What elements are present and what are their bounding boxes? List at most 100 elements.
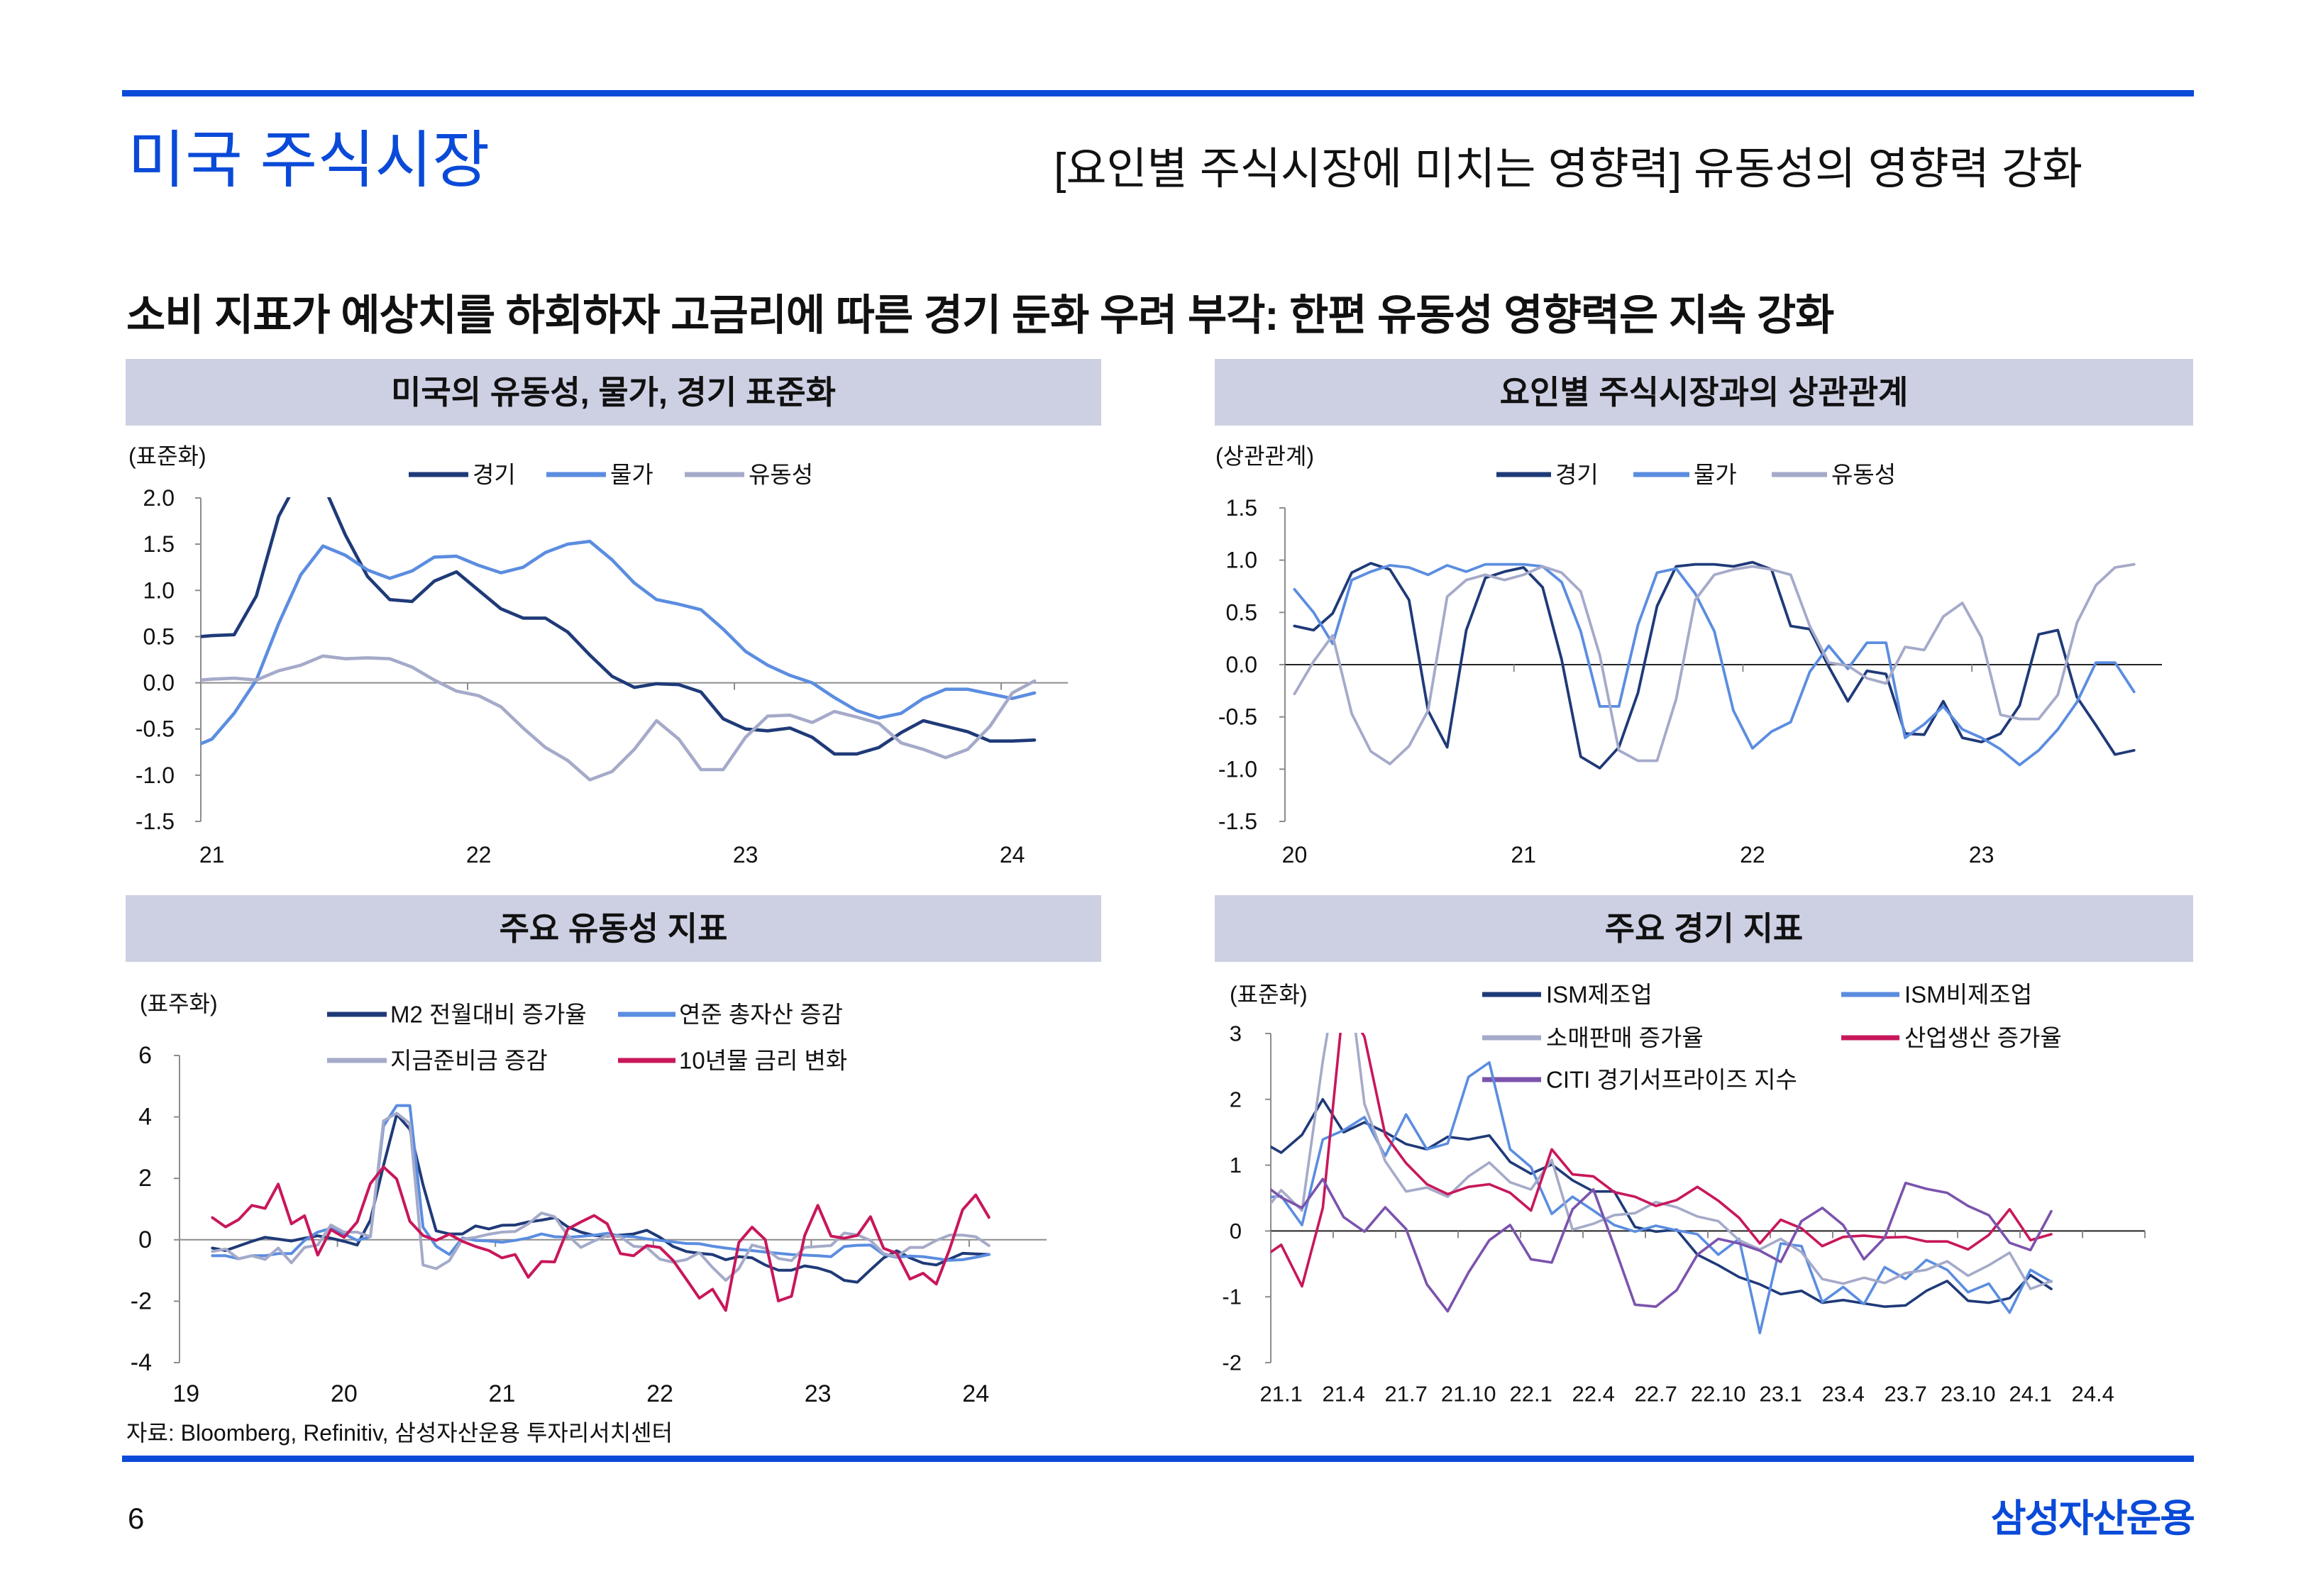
plot-area: 2.0 1.5 1.0 0.5 0.0 -0.5 -1.0 -1.5 21 22 23 24 <box>136 485 1068 868</box>
x-tick-label: 23.1 <box>1759 1382 1802 1407</box>
legend-label: 연준 총자산 증감 <box>679 1002 843 1028</box>
y-tick-label: -2 <box>131 1287 152 1314</box>
x-tick-label: 22 <box>466 842 492 868</box>
chart-4-economic-indicators: (표준화) ISM제조업 ISM비제조업 소매판매 증가율 산업생산 증가율 C… <box>1222 982 2146 1407</box>
x-tick-label: 21 <box>199 842 225 868</box>
legend-label: 소매판매 증가율 <box>1546 1025 1704 1051</box>
top-rule <box>122 90 2194 96</box>
x-tick-label: 23.10 <box>1941 1382 1996 1407</box>
x-tick-label: 21.4 <box>1322 1382 1364 1407</box>
plot-area: 3 2 1 0 -1 -2 21.1 21.4 21.7 21.10 22.1 22.4 22.7 22.… <box>1222 1021 2146 1407</box>
y-tick-label: 3 <box>1230 1021 1242 1046</box>
y-tick-label: -1.5 <box>1218 809 1257 834</box>
series-line-3 <box>1271 1033 2053 1290</box>
series-line-3 <box>201 654 1037 782</box>
legend-label: 산업생산 증가율 <box>1904 1025 2062 1051</box>
series-line-1 <box>1271 1098 2053 1308</box>
y-unit-label: (상관관계) <box>1215 443 1314 469</box>
y-tick-label: -0.5 <box>136 716 175 742</box>
y-tick-label: -2 <box>1222 1351 1242 1375</box>
legend-label: ISM제조업 <box>1546 982 1653 1008</box>
x-tick-label: 19 <box>172 1380 199 1407</box>
chart-1-liquidity-inflation-economy: (표준화) 경기 물가 유동성 2.0 1.5 1.0 0.5 0.0 -0.5 -1.0 -… <box>128 443 1068 868</box>
source-note: 자료: Bloomberg, Refinitiv, 삼성자산운용 투자리서치센터 <box>126 1420 673 1446</box>
series-line-3 <box>1293 563 2136 765</box>
y-tick-label: 4 <box>138 1104 152 1131</box>
series-line-4 <box>211 1165 991 1312</box>
series-group <box>1271 1033 2053 1335</box>
x-tick-label: 23 <box>1969 842 1995 868</box>
y-tick-label: 0.0 <box>143 670 175 696</box>
chart-3-header: 주요 유동성 지표 <box>126 895 1101 962</box>
y-tick-label: 1 <box>1230 1153 1242 1177</box>
y-tick-label: 0 <box>1230 1219 1242 1243</box>
x-tick-label: 23 <box>805 1380 832 1407</box>
page-number: 6 <box>128 1502 145 1535</box>
x-tick-label: 20 <box>331 1380 358 1407</box>
y-tick-label: 0.5 <box>1226 599 1257 625</box>
legend: 경기 물가 유동성 <box>409 462 813 488</box>
legend-label: 유동성 <box>1831 462 1896 488</box>
x-tick-label: 21.7 <box>1384 1382 1427 1407</box>
x-tick-label: 22.10 <box>1691 1382 1746 1407</box>
y-tick-label: 2 <box>138 1165 152 1192</box>
brand-logo: 삼성자산운용 <box>1990 1497 2195 1540</box>
y-tick-label: -1.0 <box>136 763 175 788</box>
legend: 경기 물가 유동성 <box>1496 462 1896 488</box>
x-tick-label: 21.10 <box>1441 1382 1496 1407</box>
series-group <box>211 1104 991 1312</box>
x-tick-label: 23.4 <box>1821 1382 1864 1407</box>
legend-label: M2 전월대비 증가율 <box>390 1002 587 1028</box>
x-tick-label: 22.1 <box>1509 1382 1552 1407</box>
x-tick-label: 22.4 <box>1572 1382 1614 1407</box>
y-tick-label: -1.5 <box>136 809 175 834</box>
y-tick-label: -1.0 <box>1218 756 1257 782</box>
series-line-2 <box>211 1104 991 1262</box>
series-line-2 <box>1271 1061 2053 1335</box>
legend-label: 지금준비금 증감 <box>390 1048 548 1074</box>
x-tick-label: 24 <box>962 1380 989 1407</box>
plot-area: 1.5 1.0 0.5 0.0 -0.5 -1.0 -1.5 20 21 22 23 <box>1218 495 2162 868</box>
y-tick-label: 1.5 <box>143 531 175 557</box>
legend-label: 물가 <box>610 462 653 488</box>
legend-label: CITI 경기서프라이즈 지수 <box>1546 1067 1797 1093</box>
y-tick-label: 2 <box>1230 1087 1242 1112</box>
x-tick-label: 22 <box>646 1380 673 1407</box>
x-tick-label: 20 <box>1282 842 1308 868</box>
legend-label: 10년물 금리 변화 <box>679 1048 847 1074</box>
x-tick-label: 21 <box>489 1380 516 1407</box>
series-line-1 <box>211 1113 991 1284</box>
y-unit-label: (표준화) <box>128 443 206 469</box>
y-tick-label: -1 <box>1222 1285 1242 1309</box>
y-unit-label: (표주화) <box>140 991 218 1016</box>
legend-label: 경기 <box>1555 462 1599 488</box>
y-tick-label: 0.0 <box>1226 652 1257 677</box>
series-line-4 <box>1271 1033 2053 1288</box>
chart-2-header: 요인별 주식시장과의 상관관계 <box>1215 359 2193 426</box>
series-group <box>1293 560 2136 770</box>
y-unit-label: (표준화) <box>1230 982 1308 1007</box>
legend-label: 유동성 <box>749 462 813 488</box>
legend: M2 전월대비 증가율 연준 총자산 증감 지금준비금 증감 10년물 금리 변… <box>327 1002 847 1074</box>
series-line-1 <box>1293 560 2136 770</box>
y-tick-label: 0 <box>138 1226 152 1253</box>
x-tick-label: 22 <box>1740 842 1765 868</box>
page-heading: [요인별 주식시장에 미치는 영향력] 유동성의 영향력 강화 <box>1054 145 2082 194</box>
series-line-5 <box>1271 1177 2053 1313</box>
x-tick-label: 24 <box>1000 842 1025 868</box>
y-tick-label: -4 <box>131 1349 152 1376</box>
y-tick-label: 1.0 <box>143 577 175 603</box>
page-subtitle: 소비 지표가 예상치를 하회하자 고금리에 따른 경기 둔화 우려 부각: 한편… <box>126 292 1834 339</box>
series-line-3 <box>211 1112 991 1282</box>
bottom-rule <box>122 1456 2194 1462</box>
y-tick-label: -0.5 <box>1218 704 1257 730</box>
chart-3-liquidity-indicators: (표주화) M2 전월대비 증가율 연준 총자산 증감 지금준비금 증감 10년… <box>131 991 1047 1407</box>
chart-4-header: 주요 경기 지표 <box>1215 895 2193 962</box>
x-tick-label: 23.7 <box>1884 1382 1926 1407</box>
legend-label: 물가 <box>1694 462 1737 488</box>
series-line-1 <box>201 497 1037 756</box>
x-tick-label: 24.4 <box>2071 1382 2114 1407</box>
y-tick-label: 1.0 <box>1226 548 1257 573</box>
page-title: 미국 주식시장 <box>128 125 490 195</box>
